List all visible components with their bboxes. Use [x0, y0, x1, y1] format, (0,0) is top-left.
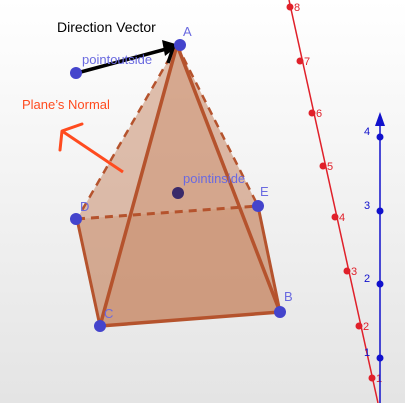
vertex-C[interactable]: [94, 320, 106, 332]
blue-axis-tick-label-1: 1: [364, 347, 370, 359]
vertex-B-label: B: [284, 289, 293, 304]
point-outside-label: pointoutside: [82, 52, 152, 67]
plane-normal-arrow-icon: [58, 122, 124, 174]
edge-AE-hidden: [175, 44, 260, 207]
blue-axis-arrowhead: [375, 112, 385, 126]
blue-axis: 1 2 3 4: [364, 112, 385, 403]
edge-AB: [175, 44, 282, 313]
red-axis-tick-3: [343, 267, 351, 275]
edge-DC: [75, 218, 102, 327]
vertex-A-label: A: [183, 24, 192, 39]
face-base: [77, 206, 280, 326]
point-outside[interactable]: [70, 67, 82, 79]
blue-axis-tick-1: [376, 354, 384, 362]
vertex-E[interactable]: [252, 200, 264, 212]
red-axis-tick-8: [286, 3, 294, 11]
blue-axis-tick-label-3: 3: [364, 200, 370, 212]
face-front: [100, 45, 280, 326]
pyramid[interactable]: [75, 44, 282, 328]
vertex-B[interactable]: [274, 306, 286, 318]
vertex-A[interactable]: [174, 39, 186, 51]
vertex-E-label: E: [260, 184, 269, 199]
plane-normal-label: Plane’s Normal: [22, 97, 110, 112]
face-left: [77, 45, 177, 326]
blue-axis-tick-label-4: 4: [364, 126, 370, 138]
red-axis-tick-label-4: 4: [339, 212, 345, 224]
direction-vector-label: Direction Vector: [57, 19, 156, 35]
blue-axis-tick-label-2: 2: [364, 273, 370, 285]
vertex-C-label: C: [104, 306, 113, 321]
red-axis-tick-label-7: 7: [304, 56, 310, 68]
red-axis-tick-1: [368, 374, 376, 382]
red-axis-tick-7: [296, 57, 304, 65]
blue-axis-tick-2: [376, 280, 384, 288]
red-axis-tick-5: [319, 162, 327, 170]
vertex-D-label: D: [80, 199, 89, 214]
red-axis-tick-label-3: 3: [351, 266, 357, 278]
edge-DE-hidden: [76, 204, 259, 221]
blue-axis-tick-3: [376, 207, 384, 215]
point-inside-label: pointinside: [183, 171, 245, 186]
red-axis-tick-label-5: 5: [327, 161, 333, 173]
vertex-D[interactable]: [70, 213, 82, 225]
point-inside[interactable]: [172, 187, 184, 199]
blue-axis-tick-4: [376, 133, 384, 141]
red-axis-tick-6: [308, 109, 316, 117]
red-axis-tick-label-2: 2: [363, 321, 369, 333]
red-axis-tick-label-8: 8: [294, 2, 300, 14]
red-axis-tick-label-1: 1: [376, 373, 382, 385]
red-axis-tick-2: [355, 322, 363, 330]
edge-CB: [99, 310, 281, 328]
edge-EB: [256, 205, 282, 313]
red-axis-tick-label-6: 6: [316, 108, 322, 120]
red-axis-tick-4: [331, 213, 339, 221]
edge-AC: [98, 44, 179, 327]
edge-AD-hidden: [75, 44, 179, 220]
